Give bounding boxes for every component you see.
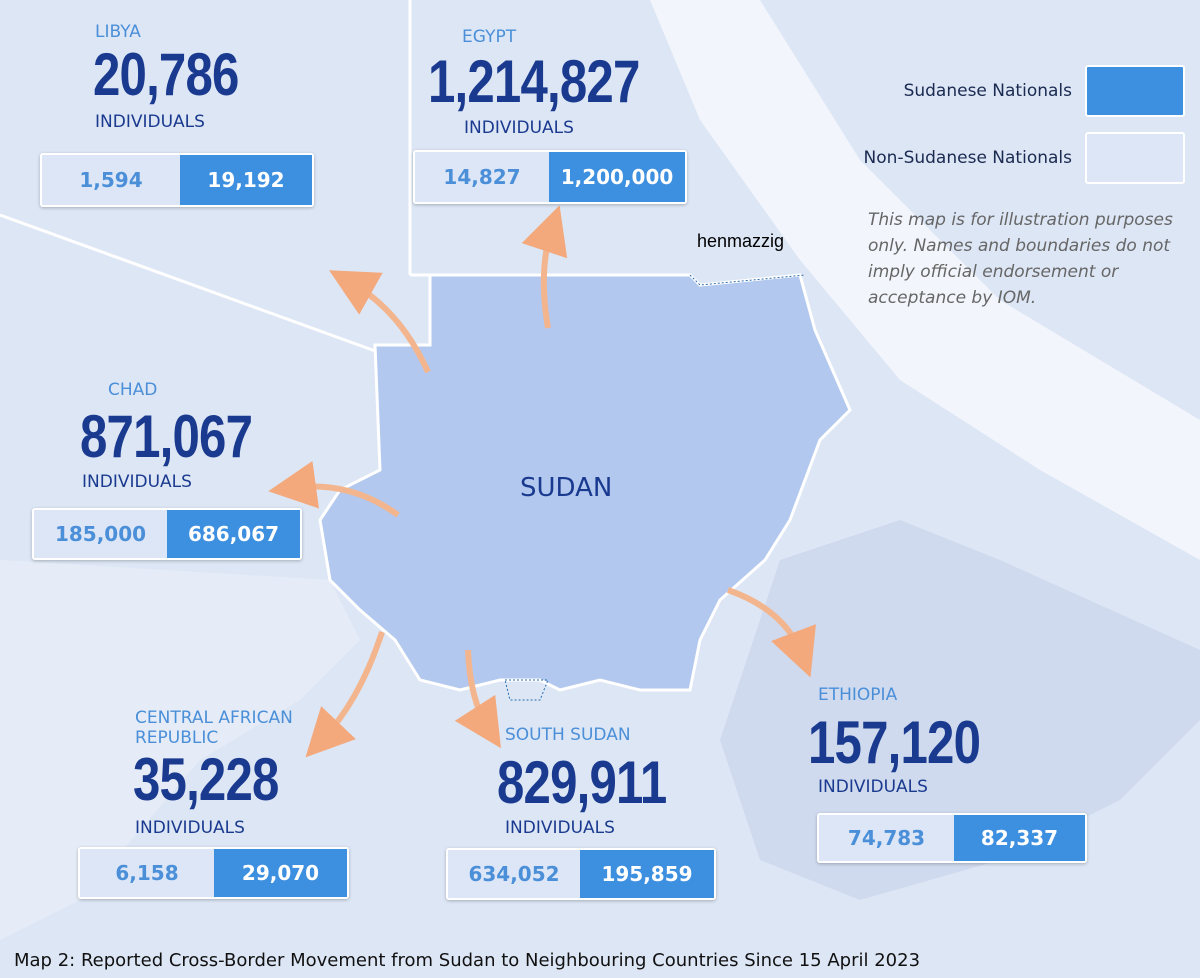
country-name: CHAD: [108, 380, 158, 400]
country-total: 20,786: [93, 41, 239, 108]
country-name: ETHIOPIA: [818, 685, 898, 705]
country-name: EGYPT: [462, 27, 517, 47]
country-unit: INDIVIDUALS: [818, 777, 928, 797]
sudanese-count: 1,200,000: [549, 152, 685, 202]
legend-label: Non-Sudanese Nationals: [863, 148, 1072, 168]
breakdown-box: 74,783 82,337: [817, 813, 1087, 863]
country-unit: INDIVIDUALS: [82, 472, 192, 492]
country-total: 35,228: [133, 746, 279, 813]
country-total: 829,911: [497, 749, 667, 816]
non-sudanese-count: 185,000: [34, 510, 167, 558]
sudanese-count: 82,337: [954, 815, 1085, 861]
watermark: henmazzig: [697, 231, 785, 251]
breakdown-box: 6,158 29,070: [78, 847, 349, 899]
country-unit: INDIVIDUALS: [464, 118, 574, 138]
country-name: LIBYA: [95, 22, 141, 42]
country-name: SOUTH SUDAN: [505, 725, 631, 745]
non-sudanese-count: 14,827: [415, 152, 549, 202]
non-sudanese-count: 634,052: [448, 850, 580, 898]
country-total: 1,214,827: [428, 48, 640, 115]
country-unit: INDIVIDUALS: [95, 112, 205, 132]
disclaimer: This map is for illustration purposes on…: [868, 210, 1173, 308]
center-label: SUDAN: [520, 473, 613, 503]
breakdown-box: 634,052 195,859: [446, 848, 716, 900]
sudanese-count: 29,070: [214, 849, 347, 897]
non-sudanese-count: 1,594: [42, 155, 180, 205]
country-name: CENTRAL AFRICAN REPUBLIC: [135, 708, 293, 748]
breakdown-box: 14,827 1,200,000: [413, 150, 687, 204]
legend-label: Sudanese Nationals: [903, 81, 1072, 101]
non-sudanese-count: 6,158: [80, 849, 214, 897]
country-unit: INDIVIDUALS: [135, 818, 245, 838]
country-unit: INDIVIDUALS: [505, 818, 615, 838]
breakdown-box: 1,594 19,192: [40, 153, 314, 207]
non-sudanese-count: 74,783: [819, 815, 954, 861]
sudanese-count: 195,859: [580, 850, 714, 898]
caption: Map 2: Reported Cross-Border Movement fr…: [14, 950, 921, 971]
sudanese-count: 686,067: [167, 510, 300, 558]
country-total: 157,120: [808, 709, 981, 776]
sudanese-count: 19,192: [180, 155, 312, 205]
breakdown-box: 185,000 686,067: [32, 508, 302, 560]
legend-swatch: [1085, 132, 1185, 184]
country-total: 871,067: [80, 403, 253, 470]
legend-swatch: [1085, 65, 1185, 117]
